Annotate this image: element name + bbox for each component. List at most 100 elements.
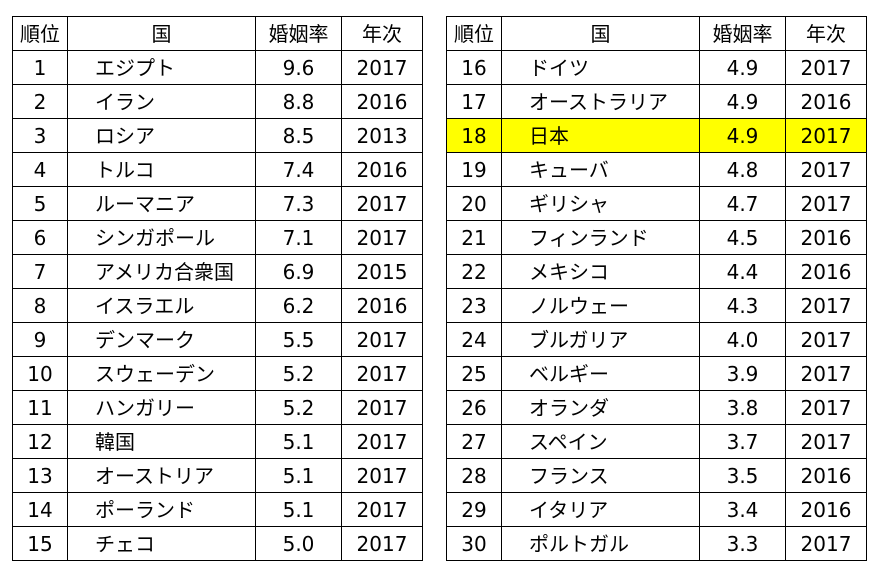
rate-cell: 7.4 xyxy=(255,152,342,187)
table-row: 17 オーストラリア 4.9 2016 xyxy=(446,84,867,119)
header-row: 順位 国 婚姻率 年次 xyxy=(446,16,867,51)
rank-cell: 8 xyxy=(12,288,68,323)
rate-cell: 6.9 xyxy=(255,254,342,289)
rate-cell: 5.1 xyxy=(255,424,342,459)
rank-cell: 22 xyxy=(446,254,502,289)
rank-cell: 4 xyxy=(12,152,68,187)
table-row: 12 韓国 5.1 2017 xyxy=(12,424,423,459)
rate-cell: 8.8 xyxy=(255,84,342,119)
table-row: 8 イスラエル 6.2 2016 xyxy=(12,288,423,323)
year-cell: 2017 xyxy=(341,186,423,221)
year-cell: 2017 xyxy=(341,526,423,561)
rate-cell: 3.3 xyxy=(699,526,786,561)
table-row: 11 ハンガリー 5.2 2017 xyxy=(12,390,423,425)
year-cell: 2017 xyxy=(341,220,423,255)
rate-cell: 3.7 xyxy=(699,424,786,459)
rank-cell: 9 xyxy=(12,322,68,357)
country-cell: ポーランド xyxy=(67,492,256,527)
year-cell: 2017 xyxy=(785,390,867,425)
year-cell: 2017 xyxy=(785,356,867,391)
year-cell: 2017 xyxy=(341,424,423,459)
table-row: 5 ルーマニア 7.3 2017 xyxy=(12,186,423,221)
country-cell: シンガポール xyxy=(67,220,256,255)
table-row: 14 ポーランド 5.1 2017 xyxy=(12,492,423,527)
country-cell: ハンガリー xyxy=(67,390,256,425)
rate-cell: 4.5 xyxy=(699,220,786,255)
rate-cell: 6.2 xyxy=(255,288,342,323)
year-cell: 2017 xyxy=(341,322,423,357)
table-row-highlighted: 18 日本 4.9 2017 xyxy=(446,118,867,153)
year-cell: 2017 xyxy=(785,288,867,323)
year-cell: 2016 xyxy=(341,84,423,119)
rank-cell: 14 xyxy=(12,492,68,527)
rate-cell: 5.0 xyxy=(255,526,342,561)
marriage-rate-table-right: 順位 国 婚姻率 年次 16 ドイツ 4.9 2017 17 オーストラリア 4.9 2016… xyxy=(446,16,867,561)
year-cell: 2016 xyxy=(785,220,867,255)
table-row: 9 デンマーク 5.5 2017 xyxy=(12,322,423,357)
table-row: 1 エジプト 9.6 2017 xyxy=(12,50,423,85)
country-cell: 韓国 xyxy=(67,424,256,459)
rank-cell: 7 xyxy=(12,254,68,289)
header-rank: 順位 xyxy=(446,16,502,51)
year-cell: 2017 xyxy=(341,390,423,425)
table-row: 19 キューバ 4.8 2017 xyxy=(446,152,867,187)
year-cell: 2017 xyxy=(341,492,423,527)
rate-cell: 4.8 xyxy=(699,152,786,187)
table-row: 24 ブルガリア 4.0 2017 xyxy=(446,322,867,357)
table-row: 23 ノルウェー 4.3 2017 xyxy=(446,288,867,323)
year-cell: 2017 xyxy=(785,186,867,221)
rate-cell: 4.3 xyxy=(699,288,786,323)
header-year: 年次 xyxy=(785,16,867,51)
header-rate: 婚姻率 xyxy=(255,16,342,51)
year-cell: 2017 xyxy=(341,356,423,391)
rate-cell: 8.5 xyxy=(255,118,342,153)
header-year: 年次 xyxy=(341,16,423,51)
table-row: 15 チェコ 5.0 2017 xyxy=(12,526,423,561)
rank-cell: 26 xyxy=(446,390,502,425)
table-row: 25 ベルギー 3.9 2017 xyxy=(446,356,867,391)
year-cell: 2017 xyxy=(341,50,423,85)
country-cell: フィンランド xyxy=(501,220,700,255)
table-row: 28 フランス 3.5 2016 xyxy=(446,458,867,493)
rank-cell: 25 xyxy=(446,356,502,391)
year-cell: 2017 xyxy=(785,118,867,153)
country-cell: アメリカ合衆国 xyxy=(67,254,256,289)
table-body-left: 1 エジプト 9.6 2017 2 イラン 8.8 2016 3 ロシア 8.5 2013 4 トルコ 7.… xyxy=(12,50,423,561)
country-cell: ロシア xyxy=(67,118,256,153)
rate-cell: 5.5 xyxy=(255,322,342,357)
year-cell: 2016 xyxy=(785,492,867,527)
rank-cell: 17 xyxy=(446,84,502,119)
country-cell: ブルガリア xyxy=(501,322,700,357)
rank-cell: 19 xyxy=(446,152,502,187)
rank-cell: 30 xyxy=(446,526,502,561)
year-cell: 2016 xyxy=(785,254,867,289)
country-cell: イスラエル xyxy=(67,288,256,323)
country-cell: オーストリア xyxy=(67,458,256,493)
rate-cell: 5.2 xyxy=(255,356,342,391)
country-cell: エジプト xyxy=(67,50,256,85)
rate-cell: 3.9 xyxy=(699,356,786,391)
table-row: 29 イタリア 3.4 2016 xyxy=(446,492,867,527)
country-cell: オランダ xyxy=(501,390,700,425)
country-cell: ポルトガル xyxy=(501,526,700,561)
rank-cell: 12 xyxy=(12,424,68,459)
table-row: 4 トルコ 7.4 2016 xyxy=(12,152,423,187)
table-body-right: 16 ドイツ 4.9 2017 17 オーストラリア 4.9 2016 18 日本 4.9 2017 1… xyxy=(446,50,867,561)
rate-cell: 3.4 xyxy=(699,492,786,527)
marriage-rate-table-left: 順位 国 婚姻率 年次 1 エジプト 9.6 2017 2 イラン 8.8 2016 3 ロシア 8… xyxy=(12,16,423,561)
country-cell: デンマーク xyxy=(67,322,256,357)
rank-cell: 29 xyxy=(446,492,502,527)
year-cell: 2017 xyxy=(785,322,867,357)
country-cell: ギリシャ xyxy=(501,186,700,221)
country-cell: ノルウェー xyxy=(501,288,700,323)
rank-cell: 20 xyxy=(446,186,502,221)
rank-cell: 18 xyxy=(446,118,502,153)
rate-cell: 3.8 xyxy=(699,390,786,425)
year-cell: 2016 xyxy=(341,152,423,187)
country-cell: 日本 xyxy=(501,118,700,153)
country-cell: スウェーデン xyxy=(67,356,256,391)
rank-cell: 1 xyxy=(12,50,68,85)
rate-cell: 5.1 xyxy=(255,458,342,493)
rank-cell: 11 xyxy=(12,390,68,425)
table-row: 10 スウェーデン 5.2 2017 xyxy=(12,356,423,391)
